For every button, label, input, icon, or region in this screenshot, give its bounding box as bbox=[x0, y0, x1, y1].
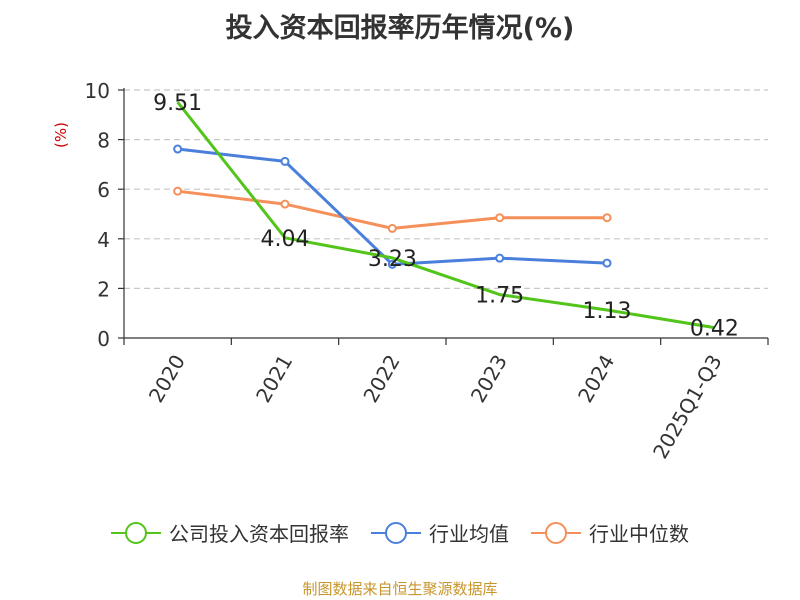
data-point bbox=[173, 144, 183, 154]
legend-item-company[interactable]: 公司投入资本回报率 bbox=[111, 518, 349, 547]
data-point bbox=[602, 213, 612, 223]
y-tick-label: 8 bbox=[97, 129, 110, 153]
data-point bbox=[387, 259, 397, 269]
y-tick-label: 2 bbox=[97, 277, 110, 301]
legend-item-industry-median[interactable]: 行业中位数 bbox=[531, 518, 689, 547]
data-label: 4.04 bbox=[261, 227, 310, 252]
legend-label-company: 公司投入资本回报率 bbox=[169, 522, 349, 546]
data-point bbox=[495, 253, 505, 263]
data-point bbox=[280, 156, 290, 166]
data-label: 1.75 bbox=[475, 284, 524, 309]
data-label: 1.13 bbox=[583, 299, 632, 324]
chart-title: 投入资本回报率历年情况(%) bbox=[225, 13, 575, 44]
data-point bbox=[280, 199, 290, 209]
x-tick-label: 2023 bbox=[466, 350, 512, 406]
legend-swatch-company bbox=[111, 521, 161, 544]
y-tick-label: 0 bbox=[97, 327, 110, 351]
data-point bbox=[173, 186, 183, 196]
legend-label-industry-mean: 行业均值 bbox=[429, 522, 509, 546]
y-tick-label: 10 bbox=[85, 79, 110, 103]
data-label: 0.42 bbox=[690, 317, 739, 342]
x-tick-label: 2022 bbox=[358, 351, 404, 407]
y-tick-label: 6 bbox=[97, 178, 110, 202]
legend-label-industry-median: 行业中位数 bbox=[589, 522, 689, 546]
series-line-2 bbox=[177, 189, 607, 230]
data-source-note: 制图数据来自恒生聚源数据库 bbox=[302, 580, 498, 598]
x-tick-label: 2024 bbox=[573, 351, 619, 407]
data-point bbox=[602, 258, 612, 268]
series-line-0 bbox=[176, 101, 715, 330]
legend-swatch-industry-median bbox=[531, 521, 581, 544]
legend-swatch-industry-mean bbox=[371, 521, 421, 544]
x-tick-label: 2021 bbox=[251, 351, 297, 407]
data-point bbox=[387, 223, 397, 233]
x-tick-label: 2020 bbox=[144, 351, 190, 407]
data-label: 9.51 bbox=[153, 91, 202, 116]
x-tick-label: 2025Q1-Q3 bbox=[648, 351, 727, 463]
chart-legend: 公司投入资本回报率 行业均值 行业中位数 bbox=[0, 518, 800, 547]
legend-item-industry-mean[interactable]: 行业均值 bbox=[371, 518, 509, 547]
data-label: 3.23 bbox=[368, 247, 417, 272]
y-tick-label: 4 bbox=[97, 228, 110, 252]
data-point bbox=[495, 213, 505, 223]
